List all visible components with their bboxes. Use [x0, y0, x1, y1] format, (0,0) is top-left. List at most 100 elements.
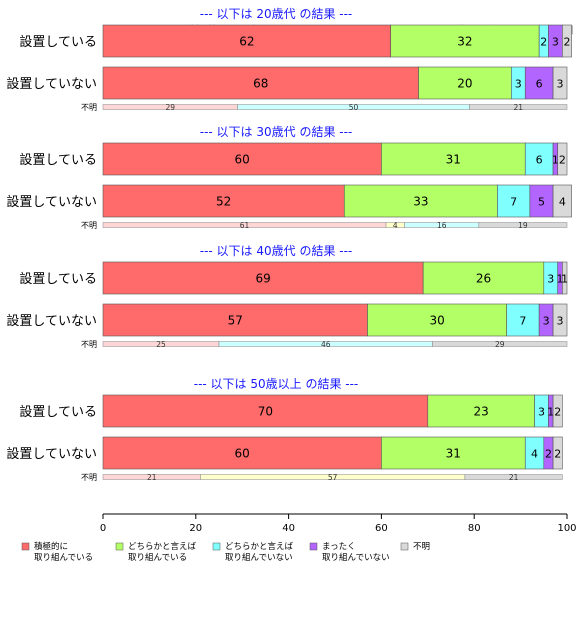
data-label: 52	[216, 195, 231, 209]
row-label: 設置していない	[6, 313, 97, 329]
data-label: 62	[239, 35, 254, 49]
data-label: 4	[559, 196, 566, 209]
legend-swatch	[212, 542, 221, 551]
bar-segment	[552, 303, 568, 337]
x-tick-label: 0	[100, 523, 106, 534]
bar-segment	[552, 436, 563, 470]
row-label: 設置していない	[6, 76, 97, 92]
data-label: 3	[515, 78, 522, 91]
data-label: 5	[538, 196, 545, 209]
bar-segment	[343, 184, 498, 218]
data-label: 7	[510, 196, 517, 209]
group-title: --- 以下は 30歳代 の結果 ---	[200, 125, 353, 139]
data-label: 2	[559, 154, 566, 167]
small-data-label: 29	[166, 103, 176, 112]
small-data-label: 57	[328, 473, 338, 482]
bar-segment	[102, 303, 368, 337]
legend-label: 不明	[413, 542, 430, 552]
bar-segment	[422, 261, 545, 295]
data-label: 2	[564, 36, 571, 49]
bar-segment	[102, 184, 345, 218]
bar-segment	[418, 66, 512, 100]
data-label: 1	[552, 154, 559, 167]
legend-label: どちらかと言えば取り組んでいない	[225, 541, 294, 563]
legend-swatch	[400, 542, 409, 551]
row-label: 設置していない	[6, 446, 97, 462]
bar-segment	[390, 24, 540, 58]
bar-segment	[562, 24, 572, 58]
bar-segment	[552, 66, 568, 100]
bar-segment	[381, 142, 526, 176]
data-label: 7	[519, 315, 526, 328]
small-row-label: 不明	[81, 473, 97, 482]
group-title: --- 以下は 50歳以上 の結果 ---	[194, 377, 359, 391]
data-label: 60	[235, 153, 250, 167]
bar-segment	[427, 394, 535, 428]
data-label: 1	[557, 273, 564, 286]
small-row-label: 不明	[81, 221, 97, 230]
data-label: 33	[413, 195, 428, 209]
legend-label: 積極的に取り組んでいる	[34, 541, 93, 563]
data-label: 6	[536, 154, 543, 167]
x-tick-label: 80	[468, 523, 481, 534]
bar-segment	[102, 261, 424, 295]
bar-segment	[381, 436, 526, 470]
small-row-label: 不明	[81, 340, 97, 349]
data-label: 3	[538, 406, 545, 419]
group-title: --- 以下は 20歳代 の結果 ---	[200, 7, 353, 21]
data-label: 2	[554, 448, 561, 461]
data-label: 68	[253, 77, 268, 91]
row-label: 設置している	[19, 404, 97, 420]
data-label: 70	[258, 405, 273, 419]
small-data-label: 16	[437, 221, 447, 230]
bar-segment	[552, 184, 572, 218]
row-label: 設置している	[19, 34, 97, 50]
small-data-label: 21	[147, 473, 157, 482]
data-label: 31	[446, 447, 461, 461]
small-bar-segment	[432, 341, 568, 347]
small-data-label: 46	[321, 340, 331, 349]
small-data-label: 61	[240, 221, 250, 230]
data-label: 3	[557, 315, 564, 328]
legend-swatch	[309, 542, 318, 551]
small-bar-segment	[469, 104, 568, 110]
small-bar-segment	[464, 474, 563, 480]
data-label: 26	[476, 272, 491, 286]
small-data-label: 21	[509, 473, 519, 482]
bar-segment	[506, 303, 540, 337]
data-label: 57	[228, 314, 243, 328]
small-bar-segment	[478, 222, 568, 228]
data-label: 69	[255, 272, 270, 286]
small-data-label: 29	[495, 340, 505, 349]
data-label: 3	[547, 273, 554, 286]
data-label: 3	[552, 36, 559, 49]
small-data-label: 4	[393, 221, 398, 230]
data-label: 3	[557, 78, 564, 91]
data-label: 6	[536, 78, 543, 91]
data-label: 1	[547, 406, 554, 419]
bar-segment	[562, 261, 568, 295]
small-data-label: 50	[349, 103, 359, 112]
legend-label: まったく取り組んでいない	[322, 542, 390, 563]
x-tick-label: 40	[282, 523, 295, 534]
bar-segment	[552, 394, 563, 428]
bar-segment	[497, 184, 531, 218]
bar-segment	[102, 66, 419, 100]
data-label: 4	[531, 448, 538, 461]
data-label: 2	[540, 36, 547, 49]
bar-segment	[102, 142, 382, 176]
row-label: 設置している	[19, 152, 97, 168]
small-data-label: 19	[518, 221, 528, 230]
row-label: 設置していない	[6, 194, 97, 210]
data-label: 32	[457, 35, 472, 49]
group-title: --- 以下は 40歳代 の結果 ---	[200, 244, 353, 258]
bar-segment	[102, 436, 382, 470]
legend-label: どちらかと言えば取り組んでいる	[128, 541, 197, 563]
data-label: 2	[545, 448, 552, 461]
legend-swatch	[21, 542, 30, 551]
x-tick-label: 100	[557, 523, 576, 534]
data-label: 1	[561, 273, 568, 286]
x-tick-label: 60	[375, 523, 388, 534]
legend-swatch	[115, 542, 124, 551]
data-label: 20	[457, 77, 472, 91]
